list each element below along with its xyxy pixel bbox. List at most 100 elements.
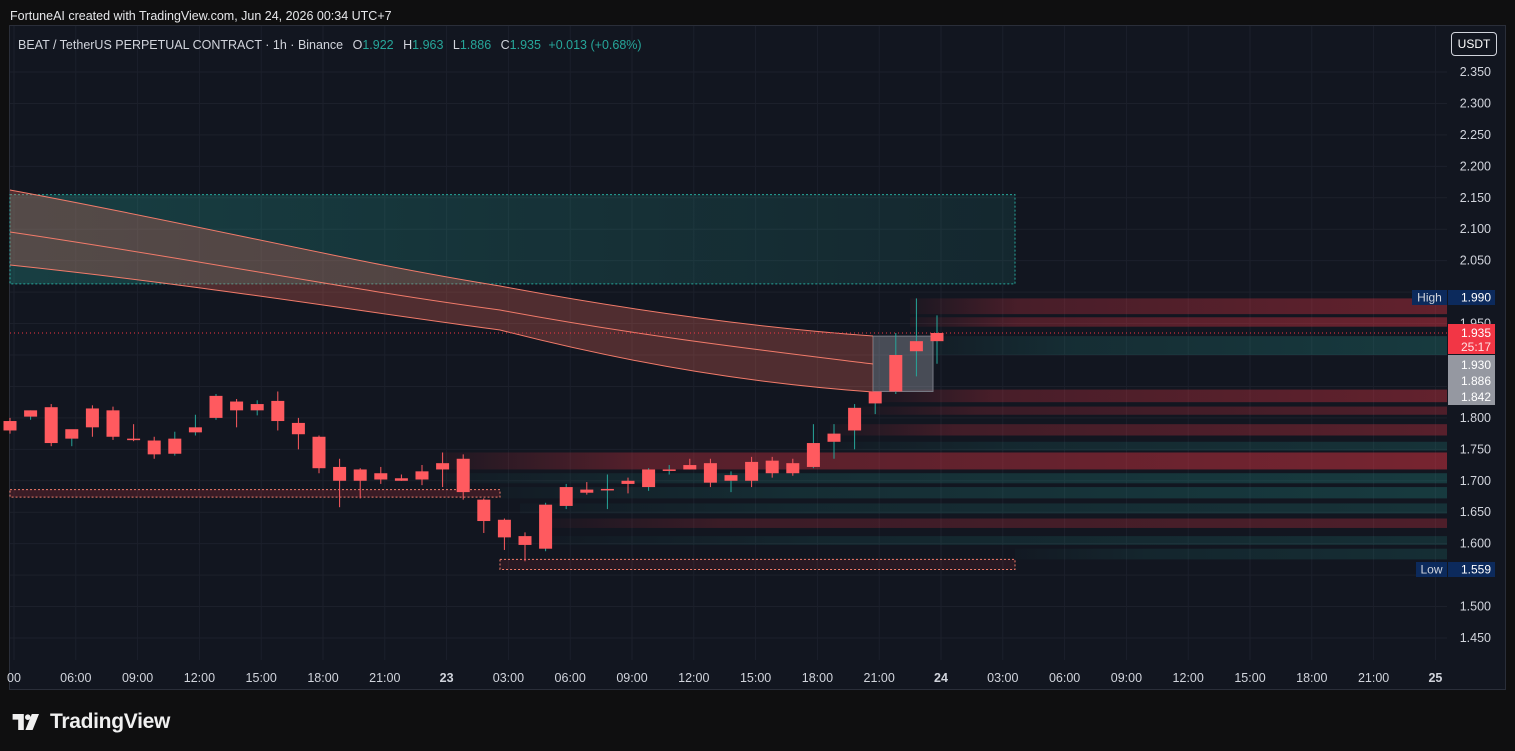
support-zone (499, 558, 1016, 570)
candle-body (642, 469, 656, 488)
candle (930, 315, 944, 364)
open-value: 1.922 (362, 38, 394, 52)
candle (394, 474, 408, 481)
price-axis-label: 2.050 (1460, 254, 1491, 268)
candle-body (621, 480, 635, 484)
candle (518, 532, 532, 562)
low-value-tag: 1.559 (1461, 563, 1491, 577)
liquidity-band-green (520, 503, 1447, 514)
liquidity-band-red (910, 298, 1447, 315)
candle (44, 404, 58, 447)
liquidity-band-green (540, 536, 1447, 545)
candle-body (477, 499, 491, 522)
ema-ribbon (9, 189, 874, 393)
candle-body (889, 355, 903, 392)
change-value: +0.013 (+0.68%) (548, 38, 642, 52)
candle-body (3, 421, 17, 431)
price-axis-label: 2.150 (1460, 191, 1491, 205)
candle (539, 502, 553, 552)
candle (683, 458, 697, 470)
candle-body (600, 488, 614, 491)
candle-body (662, 469, 676, 471)
candle (65, 429, 79, 447)
time-axis-label: 06:00 (555, 671, 586, 685)
candle-body (724, 475, 738, 481)
price-axis-label: 1.500 (1460, 600, 1491, 614)
ema-ribbon-fill (10, 190, 873, 392)
candle-body (497, 519, 511, 538)
candle (436, 452, 450, 488)
chart-pane[interactable] (9, 25, 1506, 690)
candle (168, 431, 182, 456)
price-axis-label: 1.750 (1460, 442, 1491, 456)
range-box (872, 335, 934, 392)
candle-body (147, 440, 161, 455)
time-axis-label: 23 (440, 671, 454, 685)
time-axis: 00 06:00 09:00 12:00 15:00 18:00 21:00 23 03:00 0… (7, 671, 1442, 685)
candle-body (230, 401, 244, 411)
candle (230, 399, 244, 428)
candle (188, 414, 202, 436)
candle-body (786, 463, 800, 474)
high-value-tag: 1.990 (1461, 291, 1491, 305)
candle-body (745, 461, 759, 481)
open-label: O (352, 38, 363, 52)
time-axis-label: 18:00 (307, 671, 338, 685)
price-axis-label: 2.200 (1460, 159, 1491, 173)
time-axis-label: 21:00 (369, 671, 400, 685)
liquidity-band-red (860, 406, 1447, 415)
range-tag: 1.842 (1461, 390, 1491, 404)
time-axis-label: 25 (1428, 671, 1442, 685)
candle (642, 468, 656, 491)
time-axis-label: 09:00 (1111, 671, 1142, 685)
candle (724, 471, 738, 493)
time-axis-label: 21:00 (1358, 671, 1389, 685)
candle-body (44, 407, 58, 444)
candle-body (250, 404, 264, 411)
liquidity-band-green (440, 473, 1447, 484)
candle (806, 424, 820, 469)
candle-body (127, 438, 141, 441)
ema-upper-line (9, 189, 874, 337)
candle-body (188, 427, 202, 433)
zones-layer (9, 194, 1447, 570)
candle (106, 406, 120, 440)
currency-button[interactable]: USDT (1451, 32, 1497, 56)
candle-body (456, 458, 470, 493)
liquidity-band-red (540, 518, 1447, 528)
liquidity-band-green (910, 336, 1447, 355)
tradingview-wordmark: TradingView (50, 710, 171, 733)
candle-body (868, 391, 882, 404)
candle-body (24, 410, 38, 417)
price-axis-label: 1.800 (1460, 411, 1491, 425)
candle-body (518, 536, 532, 545)
candle (85, 405, 99, 437)
liquidity-band-green (500, 487, 1447, 499)
time-axis-label: 12:00 (1173, 671, 1204, 685)
candle-body (703, 463, 717, 483)
candle-body (271, 400, 285, 422)
candle (909, 298, 923, 377)
close-label: C (500, 38, 510, 52)
countdown-tag: 25:17 (1461, 340, 1491, 354)
high-label: H (403, 38, 413, 52)
time-axis-label: 12:00 (678, 671, 709, 685)
tradingview-logo[interactable]: TradingView (12, 710, 170, 734)
candle (333, 458, 347, 508)
candle-body (374, 473, 388, 480)
candle-body (209, 395, 223, 418)
candle-body (848, 407, 862, 431)
candle (415, 465, 429, 486)
time-axis-label: 15:00 (1234, 671, 1265, 685)
candle-body (909, 341, 923, 352)
liquidity-band-red (830, 424, 1447, 436)
liquidity-band-green (830, 441, 1447, 451)
time-axis-label: 03:00 (987, 671, 1018, 685)
candle-body (930, 332, 944, 342)
time-axis-label: 15:00 (740, 671, 771, 685)
candles-layer (3, 298, 944, 562)
time-axis-label: 06:00 (60, 671, 91, 685)
tradingview-logo-icon (12, 714, 39, 730)
